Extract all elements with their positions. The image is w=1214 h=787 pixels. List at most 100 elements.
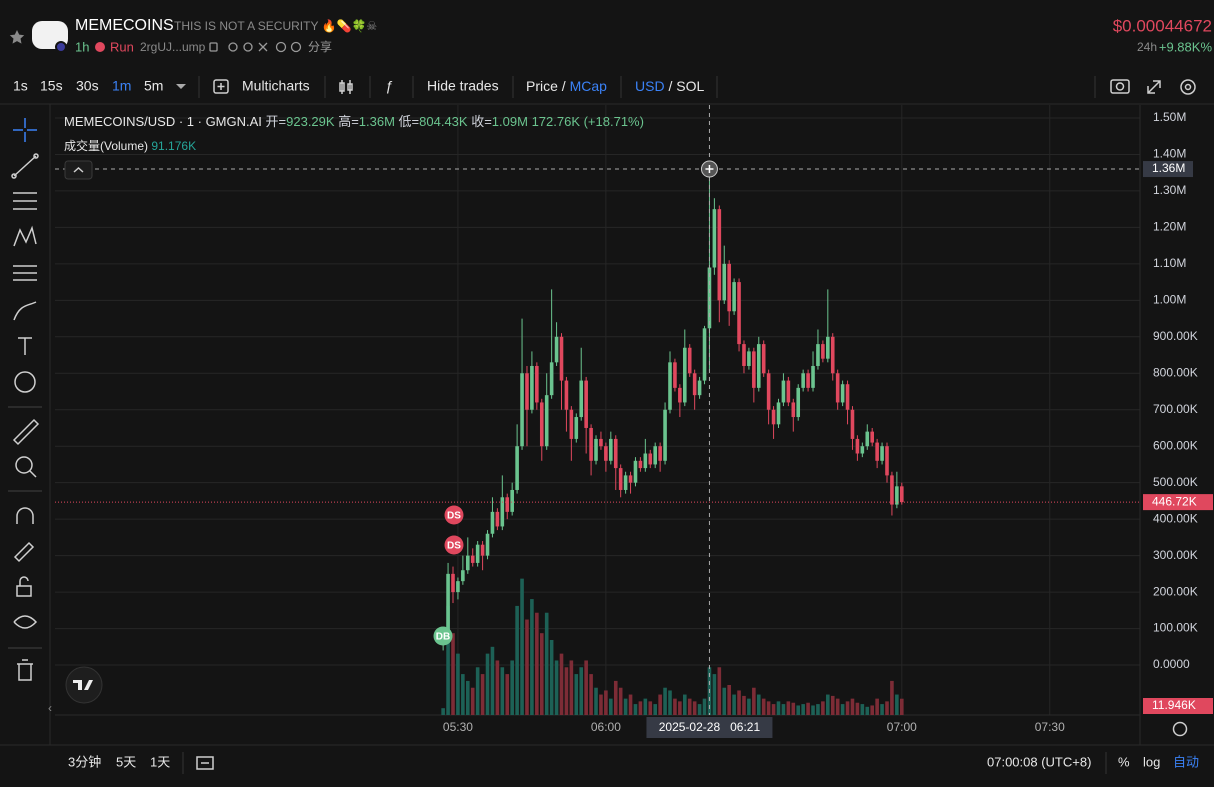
multicharts-icon[interactable]	[213, 79, 229, 94]
multicharts-icon[interactable]	[217, 83, 225, 90]
volume-bar	[702, 698, 707, 715]
interval-button[interactable]: 1s	[13, 78, 28, 94]
chart-type-icon[interactable]	[339, 80, 353, 94]
y-tick-label: 0.0000	[1153, 657, 1190, 671]
price-mcap-toggle[interactable]: Price / MCap	[526, 78, 607, 94]
share-button[interactable]: 分享	[308, 39, 332, 54]
candle-body	[456, 581, 460, 593]
clock: 07:00:08 (UTC+8)	[987, 754, 1091, 769]
volume-bar	[490, 646, 495, 715]
currency-toggle[interactable]: USD / SOL	[635, 78, 704, 94]
price-change: +9.88K%	[1159, 39, 1213, 54]
candle-body	[599, 438, 603, 447]
interval-button[interactable]: 15s	[40, 78, 63, 94]
auto-toggle[interactable]: 自动	[1173, 754, 1199, 769]
toolbar: 1s 15s 30s 1m 5m Multicharts ƒ Hide trad…	[13, 76, 1196, 98]
price-option[interactable]: Price	[526, 78, 558, 94]
volume-bar	[549, 640, 554, 715]
interval-button[interactable]: 1m	[112, 78, 131, 94]
screenshot-button[interactable]	[1110, 79, 1130, 94]
y-tick-label: 1.50M	[1153, 110, 1186, 124]
y-tick-label: 300.00K	[1153, 548, 1198, 562]
screenshot-button[interactable]	[1115, 82, 1125, 91]
favorite-star[interactable]	[9, 30, 25, 44]
volume-bar	[663, 687, 667, 715]
settings-button[interactable]	[1184, 83, 1192, 91]
token-price: $0.00044672	[1113, 16, 1212, 35]
range-button[interactable]: 1天	[150, 754, 170, 769]
volume-bar	[510, 660, 514, 715]
settings-button[interactable]	[1180, 79, 1196, 95]
social-icons[interactable]	[209, 41, 302, 53]
candle-body	[658, 446, 662, 461]
interval-button[interactable]: 30s	[76, 78, 99, 94]
legend-value: 1.36M	[359, 114, 395, 129]
candle-body	[806, 373, 810, 388]
log-toggle[interactable]: log	[1143, 754, 1160, 769]
multicharts-button[interactable]: Multicharts	[242, 78, 310, 94]
x-tick-label: 05:30	[443, 720, 473, 734]
hide-trades-button[interactable]: Hide trades	[427, 78, 499, 94]
volume-bar	[821, 701, 825, 715]
candle-body	[890, 475, 894, 505]
candle-body	[648, 453, 653, 465]
volume-bar	[618, 687, 623, 715]
axis-settings[interactable]	[1172, 721, 1188, 737]
legend-label: 高=	[338, 114, 359, 129]
candle-body	[826, 336, 830, 359]
volume-bar	[446, 605, 450, 715]
volume-bar	[638, 701, 643, 715]
drawing-tools[interactable]	[8, 118, 42, 681]
volume-bar	[742, 695, 746, 715]
candle-body	[771, 409, 776, 425]
candle-body	[875, 442, 879, 461]
crosshair-time-label: 2025-02-28 06:21	[659, 720, 761, 734]
candle-body	[668, 362, 672, 410]
date-range-button[interactable]	[196, 756, 214, 770]
tradingview-logo[interactable]	[65, 666, 103, 704]
indicators-icon[interactable]: ƒ	[385, 78, 393, 94]
volume-bar	[559, 653, 564, 715]
volume-bar	[890, 680, 894, 715]
volume-bar	[515, 605, 519, 715]
token-address[interactable]: 2rgUJ...ump	[140, 40, 206, 54]
sol-option[interactable]: SOL	[676, 78, 704, 94]
volume-bar	[875, 698, 879, 715]
mcap-option[interactable]: MCap	[570, 78, 608, 94]
y-tick-label: 600.00K	[1153, 438, 1198, 452]
collapse-button[interactable]	[73, 166, 84, 173]
trade-marker[interactable]	[433, 626, 453, 646]
interval-button[interactable]: 5m	[144, 78, 163, 94]
percent-toggle[interactable]: %	[1118, 754, 1130, 769]
candle-body	[623, 475, 628, 490]
trade-marker[interactable]	[444, 535, 464, 555]
volume-bar	[569, 660, 574, 715]
volume-bar	[461, 674, 465, 715]
range-button[interactable]: 5天	[116, 754, 136, 769]
candle-body	[776, 402, 781, 425]
candle-body	[530, 365, 534, 410]
candle-body	[682, 347, 687, 403]
interval-dropdown[interactable]	[176, 84, 186, 89]
scroll-left[interactable]: ‹	[48, 701, 52, 715]
fullscreen-button[interactable]	[1147, 80, 1161, 94]
volume-bar	[668, 690, 672, 715]
crosshair-time-box	[646, 717, 773, 738]
volume-bar	[441, 708, 445, 715]
volume-bar	[756, 694, 761, 715]
y-tick-label: 400.00K	[1153, 511, 1198, 525]
candle-body	[781, 380, 786, 403]
volume-bar	[500, 667, 505, 715]
candle-body	[845, 384, 850, 410]
volume-bar	[816, 704, 820, 715]
range-button[interactable]: 3分钟	[68, 754, 101, 769]
candle-body	[747, 351, 751, 366]
usd-option[interactable]: USD	[635, 78, 665, 94]
trade-marker[interactable]	[444, 505, 464, 525]
candle-body	[752, 351, 756, 388]
trade-marker-label: DB	[436, 632, 450, 643]
volume-bar	[599, 694, 603, 715]
tradingview-logo[interactable]	[73, 680, 93, 690]
candle-body	[539, 402, 544, 447]
collapse-button[interactable]	[64, 160, 93, 180]
